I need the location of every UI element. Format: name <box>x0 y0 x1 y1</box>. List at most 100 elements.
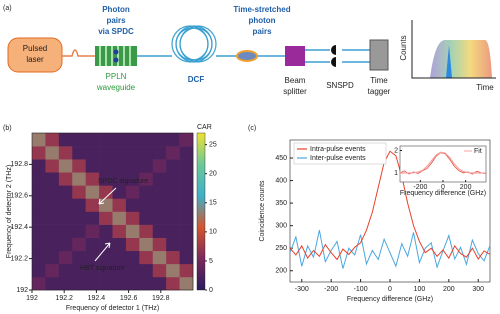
heat-cell <box>139 198 154 212</box>
heat-cell <box>112 237 127 252</box>
spectrum <box>430 40 492 78</box>
heat-cell <box>58 159 73 173</box>
heat-cell <box>112 224 127 238</box>
heat-cell <box>99 250 113 265</box>
heat-cell <box>139 133 154 147</box>
heat-cell <box>166 237 180 252</box>
heat-cell <box>32 185 46 199</box>
x-tick-label: -100 <box>354 286 368 293</box>
y-tick-label: 200 <box>275 268 287 275</box>
heat-cell <box>139 237 154 252</box>
heat-cell <box>58 224 73 238</box>
laser-label: laser <box>26 55 44 64</box>
heat-cell <box>166 263 180 278</box>
heat-cell <box>166 172 180 186</box>
heat-cell <box>112 250 127 265</box>
heat-cell <box>99 146 113 160</box>
legend-label: Fit <box>474 148 482 155</box>
heat-cell <box>112 172 127 186</box>
heat-cell <box>99 276 113 291</box>
heat-cell <box>58 263 73 278</box>
y-tick-label: 350 <box>275 200 287 207</box>
time-tagger <box>369 39 389 71</box>
heat-cell <box>152 263 167 278</box>
legend-label: Intra-pulse events <box>310 146 366 153</box>
heat-cell <box>32 133 46 147</box>
x-tick-label: 192.6 <box>120 295 138 302</box>
heat-cell <box>152 159 167 173</box>
heat-cell <box>85 211 100 225</box>
heat-cell <box>152 211 167 225</box>
heat-cell <box>45 146 60 160</box>
heat-cell <box>139 263 154 278</box>
heat-cell <box>125 159 140 173</box>
heat-cell <box>72 224 86 238</box>
panel-label: (b) <box>3 125 12 132</box>
colorbar-tick-label: 10 <box>209 229 217 236</box>
heat-cell <box>99 211 113 225</box>
x-tick-label: 192.8 <box>152 295 170 302</box>
y-axis-label: Frequency of detector 2 (THz) <box>6 165 13 258</box>
heat-cell <box>72 172 86 186</box>
heat-cell <box>45 172 60 186</box>
heat-cell <box>32 172 46 186</box>
heat-cell <box>45 198 60 212</box>
heat-cell <box>166 211 180 225</box>
y-tick-label: 192.8 <box>10 161 28 168</box>
heat-cell <box>166 159 180 173</box>
y-tick-label: 450 <box>275 155 287 162</box>
colorbar <box>196 132 206 291</box>
heat-cell <box>99 263 113 278</box>
heat-cell <box>166 198 180 212</box>
heat-cell <box>152 198 167 212</box>
panel-label: (c) <box>248 125 256 132</box>
x-tick-label: 200 <box>443 286 455 293</box>
panel-label: (a) <box>3 5 12 12</box>
legend-label: Inter-pulse events <box>310 155 366 162</box>
dcf-label: DCF <box>188 75 205 84</box>
heat-cell <box>125 172 140 186</box>
heat-cell <box>85 172 100 186</box>
heat-cell <box>58 185 73 199</box>
heat-cell <box>166 276 180 291</box>
heat-cell <box>72 198 86 212</box>
heat-cell <box>112 211 127 225</box>
heat-cell <box>32 198 46 212</box>
x-axis-label: Frequency difference (GHz) <box>347 296 433 303</box>
heat-cell <box>179 198 194 212</box>
heat-cell <box>72 133 86 147</box>
heat-cell <box>72 276 86 291</box>
heat-cell <box>45 185 60 199</box>
heat-cell <box>32 250 46 265</box>
heat-cell <box>85 237 100 252</box>
spike <box>446 45 452 78</box>
heat-cell <box>72 250 86 265</box>
annotation-arrow <box>98 187 117 205</box>
photon <box>113 49 119 55</box>
x-tick-label: 100 <box>414 286 426 293</box>
heat-cell <box>152 146 167 160</box>
heat-cell <box>32 263 46 278</box>
heat-cell <box>99 224 113 238</box>
heat-cell <box>125 133 140 147</box>
heat-cell <box>45 159 60 173</box>
spdc-label: Photon <box>102 5 130 14</box>
splitter-label: splitter <box>283 87 307 96</box>
inset-x-tick-label: 0 <box>441 184 445 191</box>
heat-cell <box>58 146 73 160</box>
heat-cell <box>45 263 60 278</box>
heat-cell <box>72 211 86 225</box>
heat-cell <box>99 172 113 186</box>
heat-cell <box>179 224 194 238</box>
heat-cell <box>125 237 140 252</box>
heat-cell <box>125 211 140 225</box>
heat-cell <box>45 211 60 225</box>
heat-cell <box>125 146 140 160</box>
heat-cell <box>99 185 113 199</box>
pulse-pair <box>236 50 258 62</box>
heat-cell <box>166 146 180 160</box>
heat-cell <box>125 276 140 291</box>
inset-frame <box>399 145 487 183</box>
heat-cell <box>99 159 113 173</box>
